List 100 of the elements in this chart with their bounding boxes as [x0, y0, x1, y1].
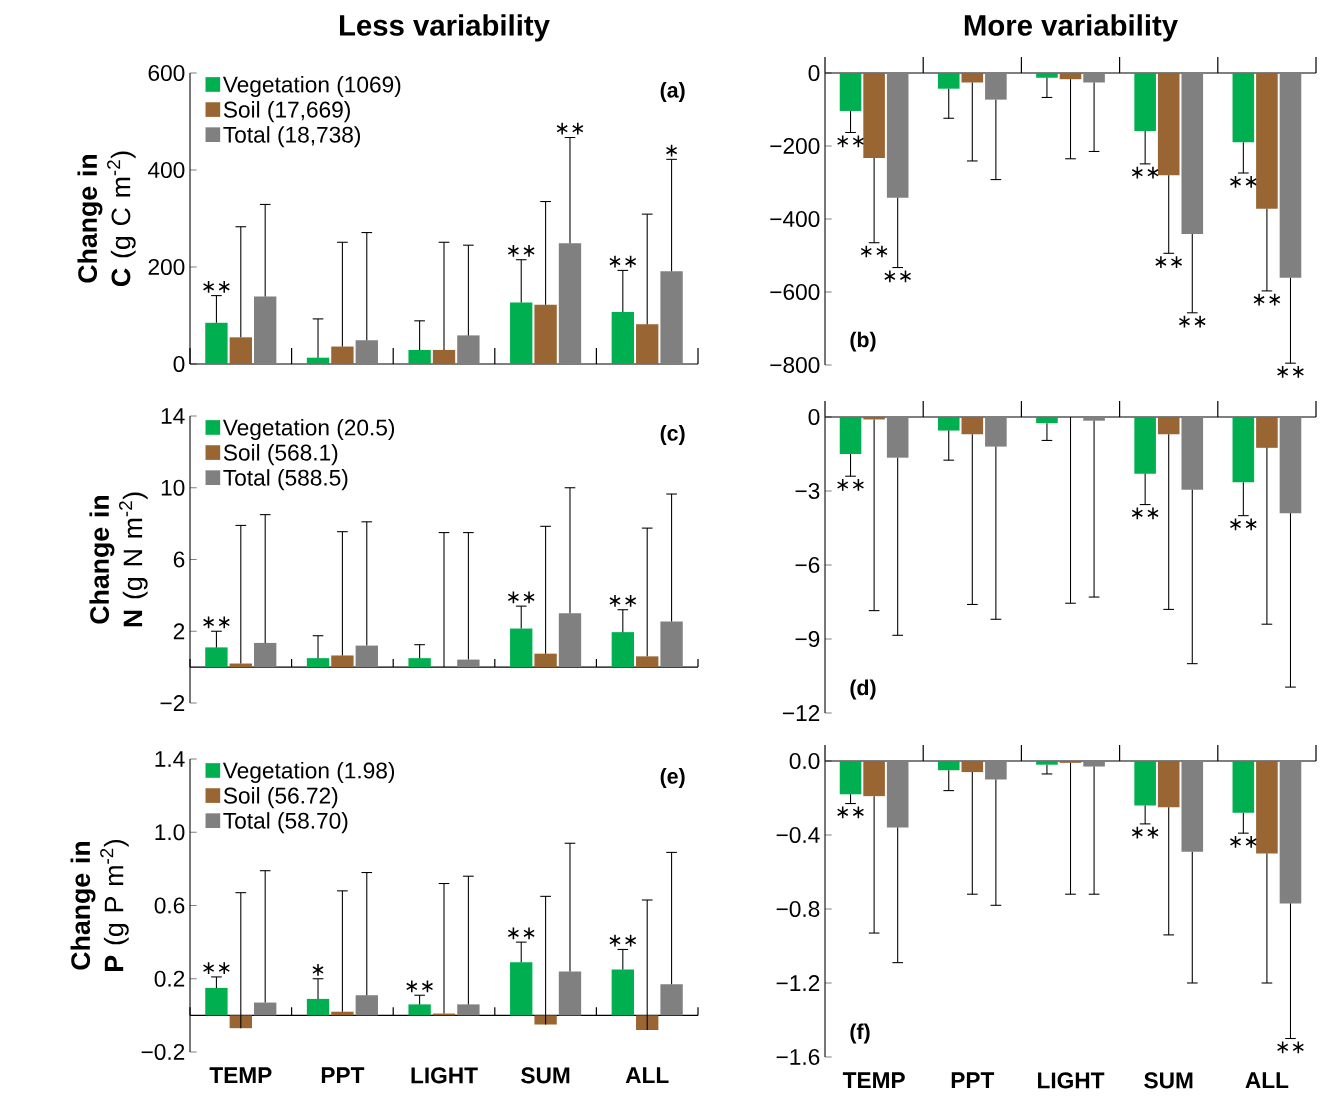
y-tick-label: 2	[173, 623, 185, 640]
bar	[534, 304, 557, 364]
bar	[331, 346, 354, 364]
y-tick-label: 10	[161, 479, 185, 496]
y-tick-label: 1.4	[155, 751, 185, 767]
annotation: ∗∗	[837, 806, 864, 819]
y-tick-label: −0.8	[776, 900, 820, 918]
bar	[457, 335, 480, 364]
bar	[660, 621, 683, 668]
annotation: ∗∗	[1155, 256, 1182, 268]
annotation: ∗∗	[203, 962, 230, 974]
x-tick-label: PPT	[321, 1067, 365, 1083]
bar	[558, 613, 582, 668]
y-tick-label: 0.0	[789, 752, 820, 770]
bar	[408, 658, 431, 668]
y-tick-label: −9	[795, 630, 820, 648]
annotation: ∗∗	[556, 122, 584, 135]
y-tick-label: −600	[770, 283, 820, 301]
bar	[457, 659, 480, 668]
annotation: ∗∗	[1179, 315, 1206, 328]
x-tick-label: SUM	[1144, 1072, 1193, 1089]
bar	[534, 1015, 557, 1025]
y-tick-label: 200	[148, 258, 185, 276]
legend-label: Total (588.5)	[223, 469, 348, 491]
bar	[432, 349, 456, 364]
y-tick-label: 600	[148, 64, 185, 82]
bar	[331, 655, 354, 668]
y-tick-label: 1.0	[155, 824, 185, 841]
legend-label: Total (58.70)	[223, 812, 348, 834]
annotation: ∗∗	[860, 245, 888, 258]
legend-label: Soil (568.1)	[223, 444, 338, 466]
x-tick-label: PPT	[951, 1072, 995, 1088]
bar	[510, 302, 533, 364]
y-tick-label: −400	[770, 210, 820, 228]
bar	[205, 322, 228, 364]
y-tick-label: −12	[782, 705, 820, 721]
annotation: ∗∗	[609, 255, 637, 268]
y-tick-label: −800	[770, 356, 820, 374]
bar	[636, 1015, 659, 1031]
bar	[636, 324, 659, 364]
bar	[408, 1004, 431, 1016]
y-tick-label: −200	[770, 137, 820, 155]
bar	[355, 340, 378, 364]
y-tick-label: 0.2	[154, 970, 185, 987]
y-tick-label: 0	[173, 355, 185, 373]
bar	[457, 1004, 480, 1016]
legend-label: Soil (56.72)	[223, 787, 338, 809]
y-tick-label: 0	[808, 64, 820, 82]
legend-label: Vegetation (20.5)	[222, 418, 395, 441]
x-tick-label: TEMP	[842, 1072, 905, 1088]
y-tick-label: −3	[795, 482, 820, 500]
x-tick-label: LIGHT	[411, 1067, 478, 1084]
annotation: ∗∗	[609, 934, 637, 947]
bar	[510, 628, 533, 668]
annotation: ∗∗	[1131, 166, 1159, 179]
y-tick-label: 0.6	[154, 897, 185, 914]
y-tick-label: −1.2	[776, 975, 820, 991]
x-tick-label: ALL	[1245, 1072, 1289, 1088]
bar	[306, 658, 330, 668]
y-tick-label: 6	[173, 551, 185, 568]
chart-title: Less variability	[339, 14, 550, 42]
bar	[229, 1015, 252, 1029]
y-tick-label: −6	[795, 556, 820, 574]
annotation: ∗∗	[203, 616, 230, 629]
bar	[306, 998, 330, 1016]
annotation: ∗∗	[837, 479, 864, 491]
bar	[611, 969, 634, 1016]
annotation: ∗∗	[507, 591, 535, 604]
y-tick-label: 400	[148, 161, 185, 179]
bar	[636, 656, 659, 668]
bar	[254, 642, 277, 668]
bar	[611, 632, 634, 668]
annotation: ∗∗	[609, 595, 637, 607]
bar	[205, 987, 228, 1016]
y-tick-label: −2	[160, 695, 185, 711]
chart-title: More variability	[964, 14, 1178, 42]
annotation: (b)	[850, 331, 876, 352]
y-tick-label: −0.4	[776, 826, 820, 844]
bar	[558, 243, 582, 364]
annotation: (e)	[660, 768, 685, 788]
y-tick-label: −0.2	[141, 1043, 185, 1061]
bar	[534, 653, 557, 668]
annotation: ∗	[666, 144, 678, 157]
legend-label: Soil (17,669)	[223, 101, 350, 123]
legend-label: Total (18,738)	[223, 126, 360, 148]
annotation: ∗∗	[1277, 1041, 1304, 1054]
annotation: (f)	[850, 1023, 870, 1044]
bar	[611, 312, 634, 364]
annotation: ∗∗	[1253, 293, 1281, 306]
bar	[306, 357, 330, 364]
annotation: ∗∗	[1131, 826, 1159, 839]
x-tick-label: SUM	[521, 1067, 570, 1084]
x-tick-label: ALL	[625, 1067, 669, 1083]
legend-label: Vegetation (1069)	[222, 75, 401, 98]
bar	[229, 337, 252, 364]
bar	[254, 1002, 277, 1016]
annotation: ∗∗	[203, 280, 230, 293]
bar	[660, 984, 683, 1016]
annotation: ∗∗	[406, 980, 433, 993]
y-tick-label: −1.6	[776, 1048, 820, 1066]
